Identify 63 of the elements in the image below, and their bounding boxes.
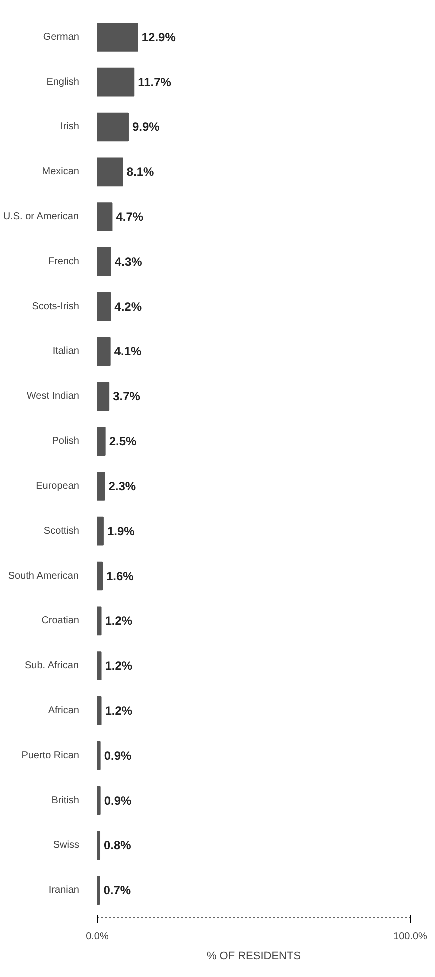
bar <box>98 202 113 232</box>
y-tick-label: Iranian <box>48 885 80 896</box>
bar <box>98 876 100 905</box>
bar <box>98 248 112 276</box>
bar <box>98 652 102 680</box>
bar <box>98 68 135 97</box>
y-tick-label: French <box>48 256 80 268</box>
data-label: 0.9% <box>104 748 132 763</box>
bar <box>98 562 104 591</box>
bar <box>98 427 106 456</box>
data-label: 1.2% <box>105 659 133 674</box>
y-tick-label: Puerto Rican <box>22 750 80 762</box>
bar <box>98 831 101 860</box>
y-tick-label: Croatian <box>42 616 80 627</box>
x-axis-title: % OF RESIDENTS <box>206 950 302 962</box>
data-label: 12.9% <box>142 30 176 44</box>
y-tick-label: European <box>36 480 80 492</box>
bar <box>98 696 102 726</box>
data-label: 8.1% <box>126 165 155 180</box>
bar <box>98 382 110 412</box>
data-label: 11.7% <box>138 75 172 90</box>
bar <box>98 112 129 142</box>
data-label: 2.3% <box>108 479 136 494</box>
y-tick-label: English <box>46 76 80 88</box>
y-tick-label: U.S. or American <box>3 212 79 223</box>
data-label: 4.7% <box>116 210 144 224</box>
x-tick-label: 0.0% <box>86 932 110 942</box>
data-label: 9.9% <box>132 120 160 134</box>
data-label: 4.1% <box>114 344 142 359</box>
y-tick-label: Italian <box>52 346 80 358</box>
data-label: 2.5% <box>109 434 138 449</box>
bar <box>98 292 112 322</box>
x-tick-label: 100.0% <box>394 932 428 942</box>
data-label: 1.2% <box>105 614 133 628</box>
bar <box>98 741 101 770</box>
y-tick-label: African <box>48 705 80 716</box>
y-tick-label: British <box>52 795 80 806</box>
y-tick-label: Irish <box>60 122 80 133</box>
y-tick-label: Scots-Irish <box>32 301 80 312</box>
bar <box>98 472 106 501</box>
data-label: 1.9% <box>107 524 136 538</box>
data-label: 4.3% <box>114 254 143 269</box>
bar <box>98 158 124 187</box>
y-tick-label: Swiss <box>53 840 80 852</box>
bar <box>98 786 101 816</box>
y-tick-label: West Indian <box>26 391 80 402</box>
y-tick-label: Scottish <box>44 526 80 537</box>
data-label: 0.9% <box>104 794 132 808</box>
bar <box>98 516 104 546</box>
y-tick-label: Mexican <box>42 166 80 178</box>
data-label: 1.6% <box>106 569 134 584</box>
data-label: 0.7% <box>104 884 132 898</box>
data-label: 3.7% <box>113 390 141 404</box>
data-label: 4.2% <box>114 300 142 314</box>
bar <box>98 337 111 366</box>
y-tick-label: Polish <box>52 436 80 448</box>
data-label: 1.2% <box>105 704 133 718</box>
data-label: 0.8% <box>104 838 132 853</box>
y-tick-label: Sub. African <box>25 660 79 672</box>
bar <box>98 606 102 636</box>
bar <box>98 23 138 52</box>
y-tick-label: German <box>43 32 80 43</box>
y-tick-label: South American <box>8 570 79 582</box>
